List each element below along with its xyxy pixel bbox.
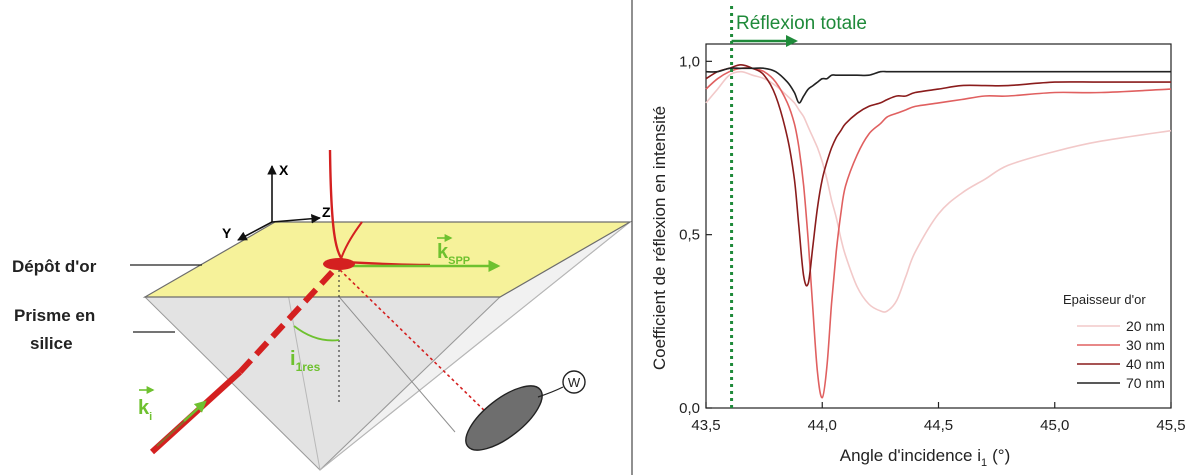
- series-line-20-nm: [705, 70, 1172, 313]
- legend: Epaisseur d'or 20 nm 30 nm 40 nm 70 nm: [1063, 292, 1165, 391]
- series-line-70-nm: [705, 67, 1171, 104]
- plot-frame: [705, 43, 1172, 409]
- x-tick-label: 43,5: [691, 417, 720, 434]
- x-axis-label: Angle d'incidence i1 (°): [840, 446, 1010, 469]
- x-tick-label: 44,5: [924, 417, 953, 434]
- angle-label: i1res: [290, 348, 321, 374]
- axis-y-label: Y: [222, 225, 232, 241]
- plasmon-spot: [323, 258, 355, 270]
- detector-cable: [537, 386, 564, 398]
- y-axis-label: Coefficient de réflexion en intensité: [650, 106, 669, 370]
- legend-title: Epaisseur d'or: [1063, 292, 1146, 307]
- series-line-40-nm: [705, 63, 1171, 287]
- axis-x-label: X: [279, 162, 289, 178]
- x-tick-label: 45,0: [1040, 417, 1069, 434]
- axis-y-arrow: [237, 221, 273, 241]
- prism-label-line1: Prisme en: [14, 306, 95, 325]
- legend-entry: 70 nm: [1126, 375, 1165, 391]
- kretschmann-diagram: X Z Y Dépôt d'or Prisme en silice kSPP i…: [12, 149, 633, 471]
- reflected-beam: [339, 269, 493, 419]
- axis-z-arrow: [271, 213, 321, 224]
- gold-layer-label: Dépôt d'or: [12, 257, 97, 276]
- y-tick-label: 1,0: [679, 53, 700, 70]
- prism-label-line2: silice: [30, 334, 73, 353]
- legend-entry: 20 nm: [1126, 318, 1165, 334]
- wattmeter-icon: [562, 370, 586, 394]
- photodetector: [465, 385, 543, 451]
- x-tick-label: 45,5: [1156, 417, 1185, 434]
- y-tick-label: 0,0: [679, 400, 700, 417]
- axis-z-label: Z: [322, 204, 331, 220]
- total-reflection-label: Réflexion totale: [736, 13, 867, 34]
- series-line-30-nm: [705, 67, 1172, 399]
- gold-layer: [142, 221, 633, 298]
- y-tick-label: 0,5: [679, 227, 700, 244]
- ki-arrow: [183, 400, 207, 422]
- reflectivity-chart: 43,5 44,0 44,5 45,0 45,5 0,0 0,5 1,0 Réflexion …: [650, 6, 1186, 469]
- legend-entry: 30 nm: [1126, 337, 1165, 353]
- incidence-angle-arc: [293, 325, 340, 342]
- x-tick-label: 44,0: [808, 417, 837, 434]
- kspp-label: kSPP: [437, 241, 470, 267]
- prism-left-face: [143, 296, 502, 471]
- ki-label: ki: [138, 397, 152, 423]
- wattmeter-symbol: W: [568, 375, 581, 390]
- legend-entry: 40 nm: [1126, 356, 1165, 372]
